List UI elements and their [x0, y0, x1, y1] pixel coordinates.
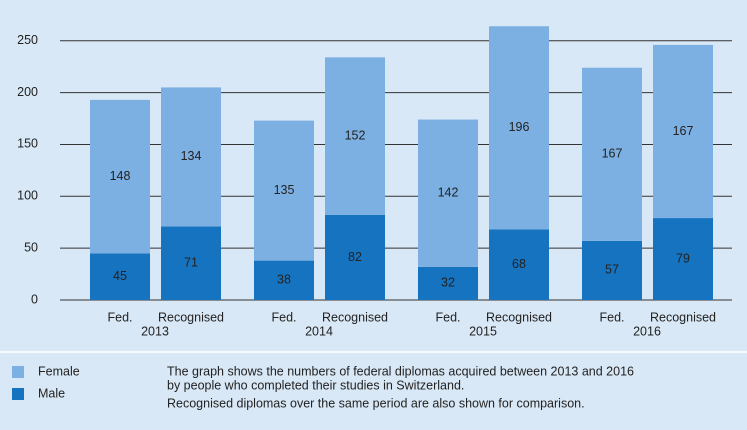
data-label: 68	[512, 257, 526, 271]
data-label: 38	[277, 273, 291, 287]
bar-segment	[254, 260, 314, 300]
group-label: 2015	[469, 324, 497, 338]
y-tick-label: 250	[17, 33, 38, 47]
group-label: 2013	[141, 324, 169, 338]
y-tick-label: 150	[17, 137, 38, 151]
data-label: 135	[274, 183, 295, 197]
legend-swatch	[12, 366, 24, 378]
data-label: 45	[113, 269, 127, 283]
x-tick-label: Recognised	[486, 310, 552, 324]
legend-label: Female	[38, 364, 80, 378]
legend-swatch	[12, 388, 24, 400]
x-tick-label: Recognised	[158, 310, 224, 324]
bar-segment	[90, 99, 150, 254]
x-tick-label: Recognised	[650, 310, 716, 324]
x-tick-label: Recognised	[322, 310, 388, 324]
bar-segment	[325, 214, 385, 300]
data-label: 57	[605, 263, 619, 277]
y-tick-label: 50	[24, 240, 38, 254]
x-tick-label: Fed.	[435, 310, 460, 324]
bar-segment	[161, 226, 221, 300]
y-tick-label: 100	[17, 189, 38, 203]
bar-segment	[653, 218, 713, 300]
data-label: 142	[438, 185, 459, 199]
bar-segment	[489, 26, 549, 230]
bar-segment	[418, 119, 478, 267]
note: Recognised diplomas over the same period…	[167, 396, 585, 410]
y-tick-label: 200	[17, 85, 38, 99]
x-tick-label: Fed.	[271, 310, 296, 324]
group-label: 2016	[633, 324, 661, 338]
data-label: 71	[184, 255, 198, 269]
bar-segment	[90, 253, 150, 300]
data-label: 196	[509, 120, 530, 134]
data-label: 167	[673, 124, 694, 138]
note: by people who completed their studies in…	[167, 378, 464, 392]
x-tick-label: Fed.	[107, 310, 132, 324]
bar-segment	[161, 87, 221, 227]
bar-segment	[582, 240, 642, 300]
bar-segment	[418, 266, 478, 300]
data-label: 79	[676, 251, 690, 265]
data-label: 167	[602, 147, 623, 161]
bar-segment	[653, 44, 713, 219]
data-label: 134	[181, 149, 202, 163]
bar-segment	[582, 67, 642, 241]
data-label: 148	[110, 169, 131, 183]
legend-label: Male	[38, 386, 65, 400]
group-label: 2014	[305, 324, 333, 338]
bar-segment	[325, 57, 385, 215]
data-label: 152	[345, 128, 366, 142]
data-label: 82	[348, 250, 362, 264]
data-label: 32	[441, 276, 455, 290]
note: The graph shows the numbers of federal d…	[167, 364, 634, 378]
bar-segment	[489, 229, 549, 300]
y-tick-label: 0	[31, 292, 38, 306]
x-tick-label: Fed.	[599, 310, 624, 324]
bar-segment	[254, 120, 314, 261]
